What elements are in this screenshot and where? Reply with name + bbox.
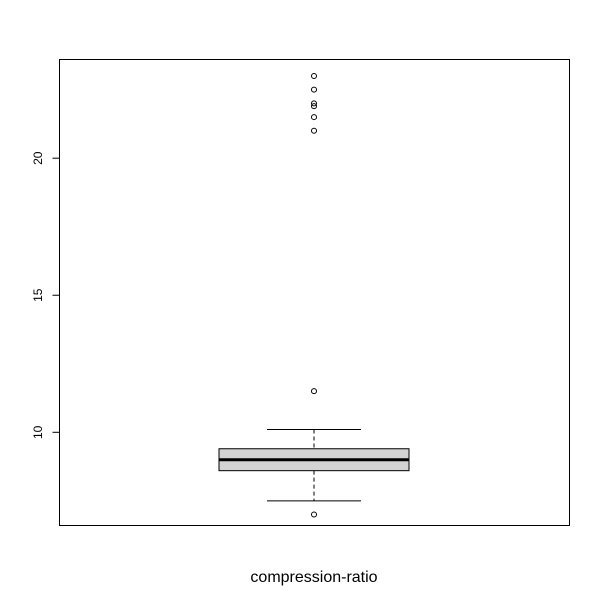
boxplot xyxy=(218,429,410,502)
outliers xyxy=(311,72,317,518)
y-tick-label-10: 10 xyxy=(31,425,45,439)
x-axis-label: compression-ratio xyxy=(250,569,377,586)
outlier-point-6 xyxy=(311,86,317,93)
outlier-point-0 xyxy=(311,511,317,518)
outlier-point-3 xyxy=(311,114,317,121)
outlier-point-7 xyxy=(311,72,317,79)
outlier-point-1 xyxy=(311,388,317,395)
y-axis: 10 15 20 xyxy=(31,151,60,439)
y-tick-label-15: 15 xyxy=(31,288,45,302)
outlier-point-5 xyxy=(311,100,317,107)
y-tick-label-20: 20 xyxy=(31,151,45,165)
outlier-point-2 xyxy=(311,127,317,134)
outlier-point-4 xyxy=(311,103,317,110)
